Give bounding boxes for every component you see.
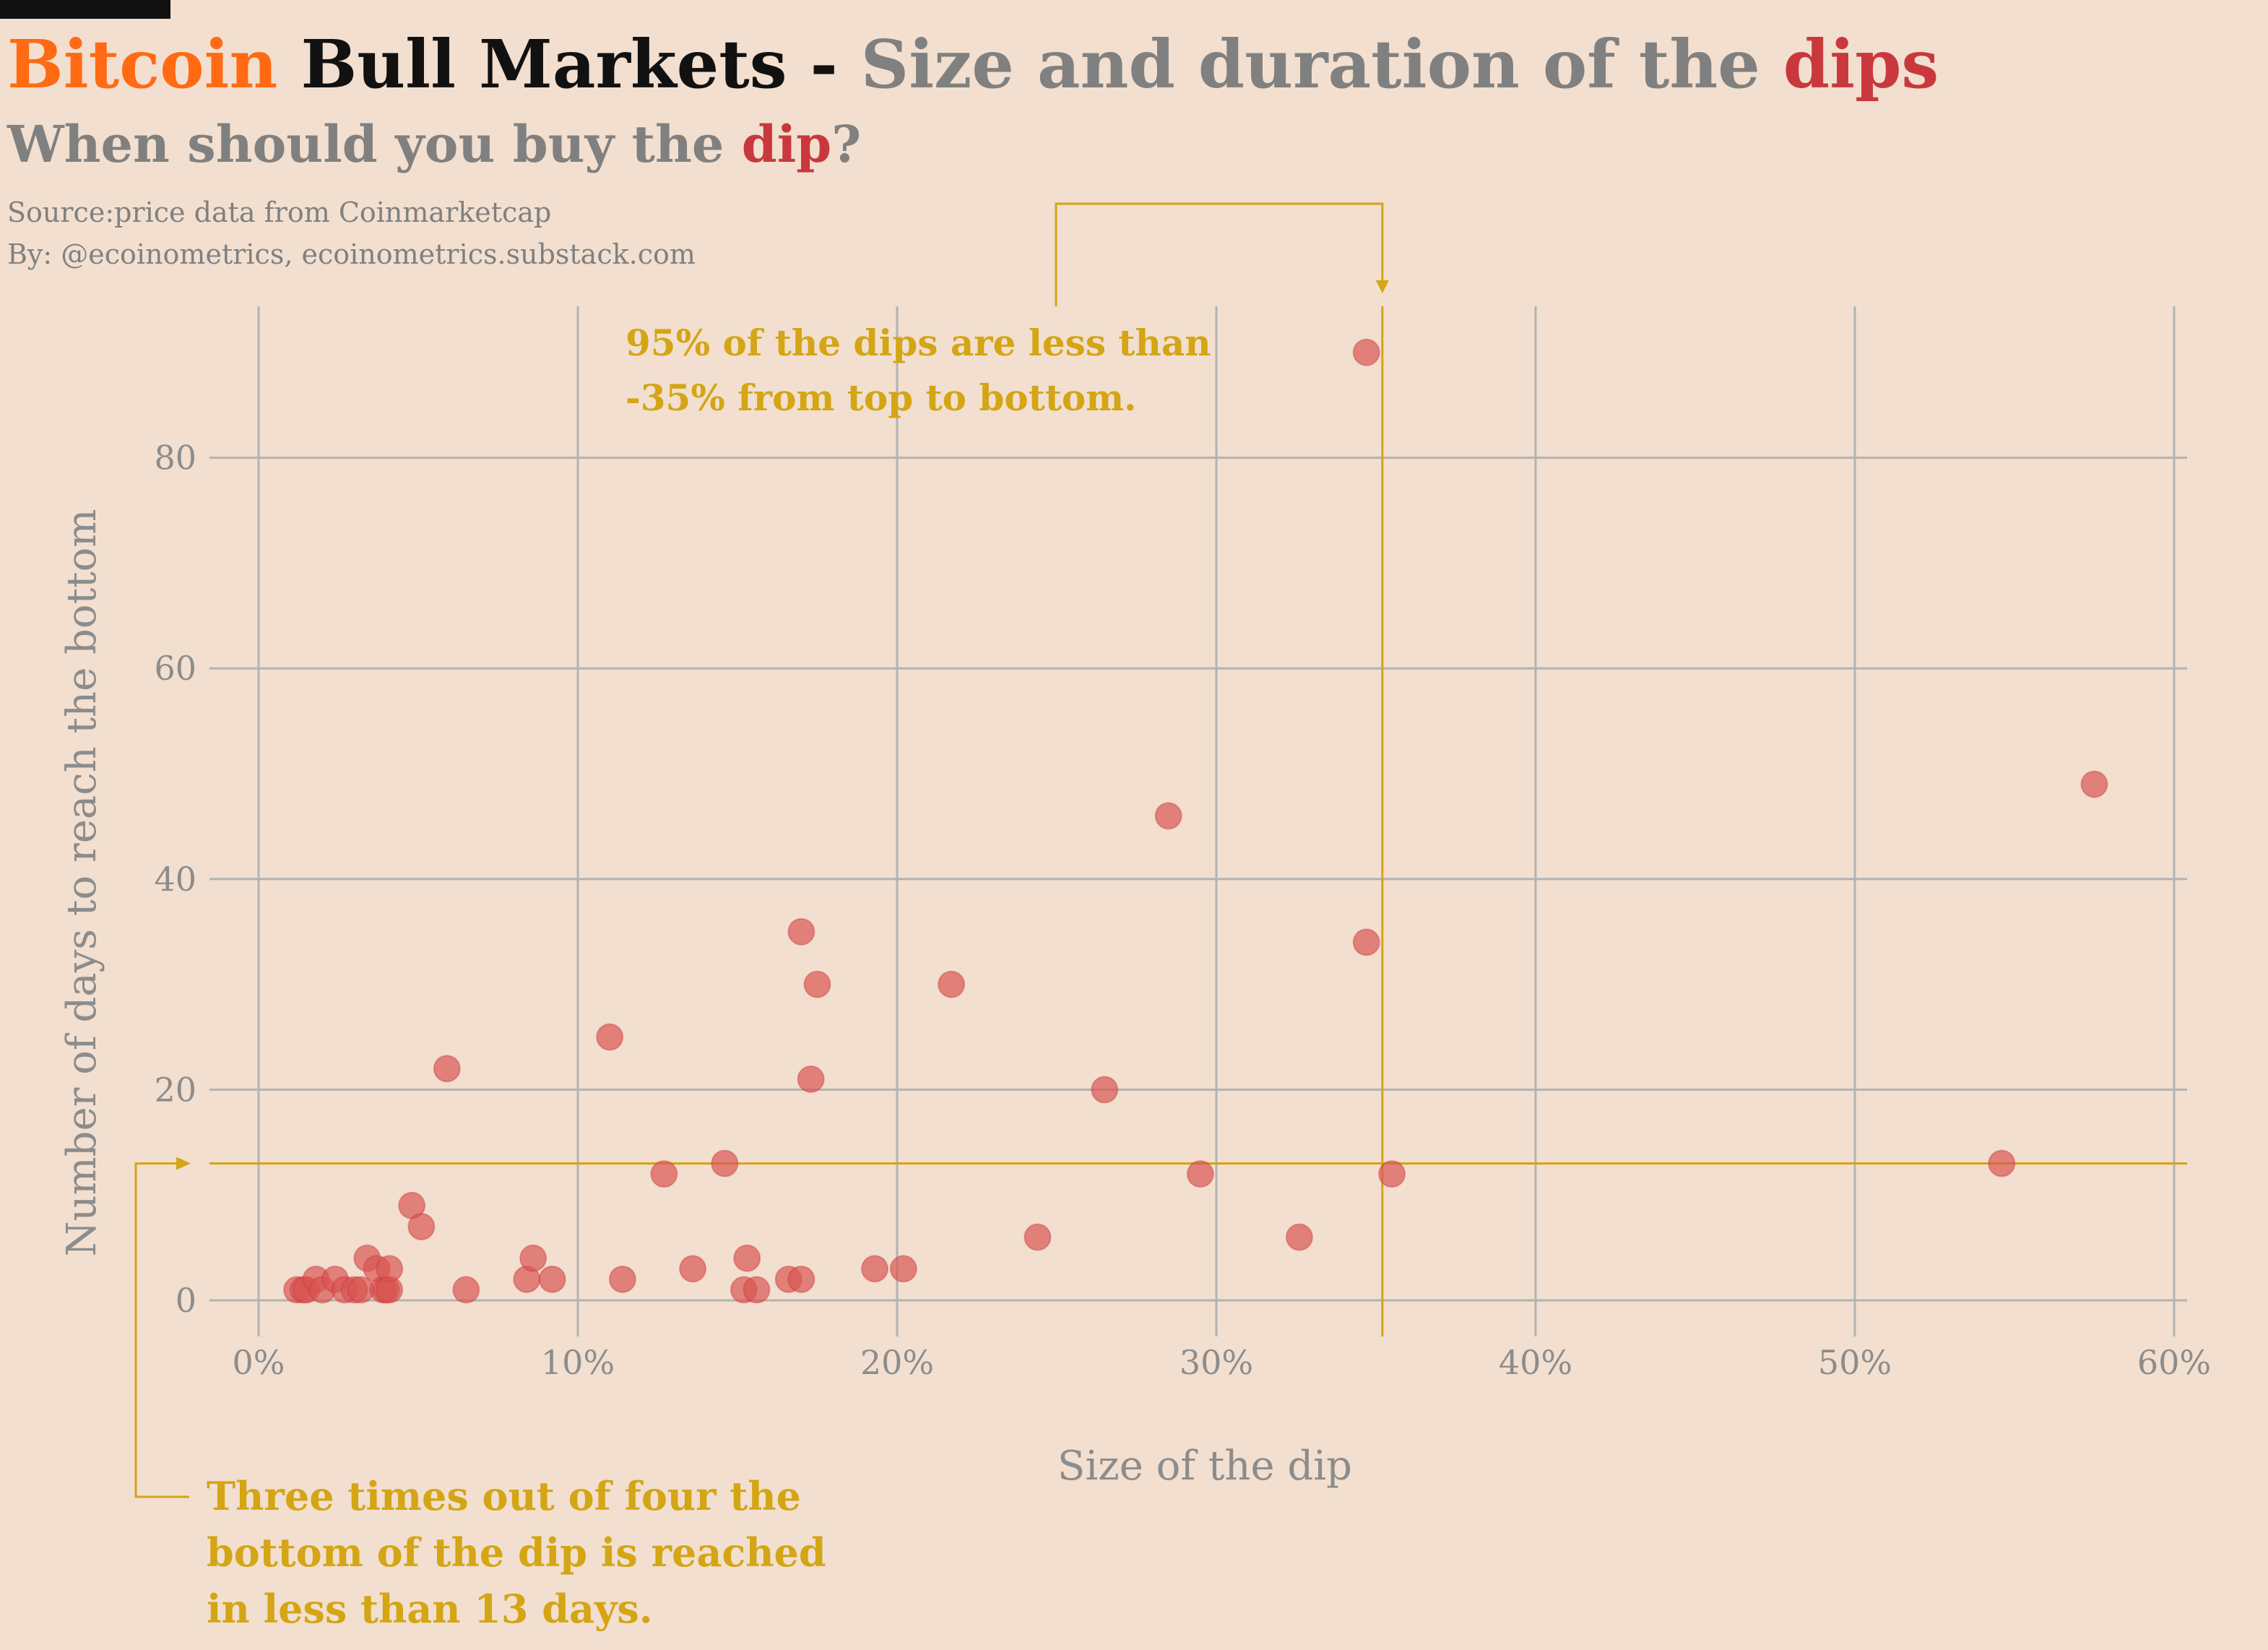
x-tick-label: 40%: [1499, 1343, 1572, 1382]
grid-lines: [209, 306, 2187, 1336]
scatter-point: [938, 970, 966, 998]
scatter-point: [1352, 928, 1380, 956]
scatter-point: [787, 917, 815, 946]
x-tick-label: 20%: [860, 1343, 934, 1382]
scatter-point: [679, 1255, 707, 1283]
scatter-point: [733, 1244, 761, 1272]
scatter-point: [519, 1244, 547, 1272]
scatter-point: [1091, 1076, 1119, 1104]
top-callout-connector: [1055, 202, 1384, 306]
y-tick-label: 60: [154, 649, 196, 688]
bottom-annotation-line-3: in less than 13 days.: [207, 1586, 653, 1632]
y-tick-label: 80: [154, 439, 196, 478]
x-axis-label: Size of the dip: [1057, 1443, 1352, 1490]
subtitle-question-mark: ?: [831, 114, 862, 174]
scatter-point: [787, 1265, 815, 1293]
subtitle-dip: dip: [741, 114, 832, 174]
scatter-point: [650, 1160, 678, 1188]
data-points: [283, 338, 2108, 1304]
subtitle-text: When should you buy the: [7, 114, 724, 174]
top-callout-arrowhead: [1375, 280, 1389, 293]
title-dash: -: [810, 25, 838, 103]
scatter-point: [452, 1276, 480, 1304]
x-tick-label: 10%: [541, 1343, 615, 1382]
scatter-point: [433, 1055, 461, 1083]
title-dips: dips: [1783, 25, 1939, 103]
chart-title: Bitcoin Bull Markets - Size and duration…: [7, 25, 1939, 104]
scatter-point: [711, 1149, 739, 1178]
scatter-point: [407, 1212, 436, 1240]
bottom-annotation-line-2: bottom of the dip is reached: [207, 1529, 826, 1576]
scatter-point: [2080, 770, 2108, 798]
scatter-point: [1378, 1160, 1406, 1188]
top-annotation-line-2: -35% from top to bottom.: [626, 376, 1137, 419]
scatter-point: [538, 1265, 566, 1293]
scatter-point: [1186, 1160, 1214, 1188]
y-tick-label: 0: [176, 1281, 196, 1320]
tick-labels: 0% 10% 20% 30% 40% 50% 60% 0 20 40 60 80: [154, 439, 2211, 1382]
scatter-point: [803, 970, 831, 998]
x-tick-label: 60%: [2137, 1343, 2211, 1382]
bottom-annotation-line-1: Three times out of four the: [207, 1473, 801, 1519]
source-credit: Source:price data from Coinmarketcap: [7, 196, 552, 228]
byline-credit: By: @ecoinometrics, ecoinometrics.substa…: [7, 238, 696, 270]
scatter-point: [1988, 1149, 2016, 1178]
reference-lines: [134, 202, 2187, 1498]
title-size-duration: Size and duration of the: [860, 25, 1760, 103]
chart-subtitle: When should you buy the dip?: [7, 114, 861, 175]
scatter-point: [1023, 1223, 1052, 1251]
x-tick-label: 0%: [233, 1343, 285, 1382]
y-tick-label: 20: [154, 1070, 196, 1109]
bottom-callout-connector: [134, 1162, 189, 1498]
scatter-point: [1285, 1223, 1313, 1251]
title-bitcoin: Bitcoin: [7, 25, 278, 103]
scatter-point: [376, 1255, 404, 1283]
scatter-point: [1154, 802, 1182, 830]
top-annotation-line-1: 95% of the dips are less than: [626, 321, 1211, 364]
scatter-point: [797, 1065, 825, 1093]
scatter-point: [1352, 338, 1380, 366]
y-axis-label: Number of days to reach the bottom: [59, 509, 105, 1257]
scatter-point: [861, 1255, 889, 1283]
corner-accent-bar: [0, 0, 170, 19]
x-tick-label: 30%: [1180, 1343, 1253, 1382]
scatter-point: [596, 1023, 624, 1051]
bottom-callout-arrowhead: [176, 1157, 191, 1170]
title-bull-markets: Bull Markets: [300, 25, 787, 103]
scatter-point: [608, 1265, 636, 1293]
scatter-point: [889, 1255, 917, 1283]
scatter-point: [743, 1276, 771, 1304]
y-tick-label: 40: [154, 860, 196, 899]
x-tick-label: 50%: [1818, 1343, 1892, 1382]
